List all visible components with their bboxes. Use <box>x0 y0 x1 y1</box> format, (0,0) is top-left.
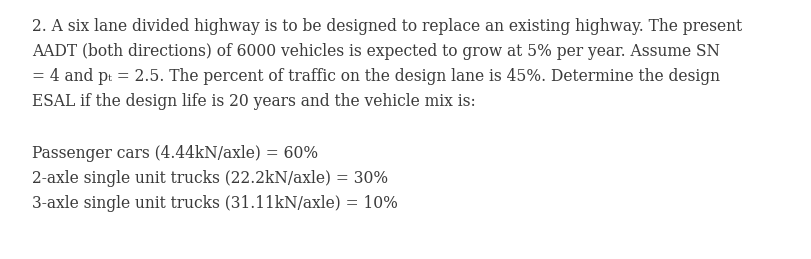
Text: 3-axle single unit trucks (31.11kN/axle) = 10%: 3-axle single unit trucks (31.11kN/axle)… <box>32 195 398 212</box>
Text: 2. A six lane divided highway is to be designed to replace an existing highway. : 2. A six lane divided highway is to be d… <box>32 18 742 35</box>
Text: ESAL if the design life is 20 years and the vehicle mix is:: ESAL if the design life is 20 years and … <box>32 93 476 110</box>
Text: AADT (both directions) of 6000 vehicles is expected to grow at 5% per year. Assu: AADT (both directions) of 6000 vehicles … <box>32 43 720 60</box>
Text: 2-axle single unit trucks (22.2kN/axle) = 30%: 2-axle single unit trucks (22.2kN/axle) … <box>32 170 388 187</box>
Text: = 4 and pₜ = 2.5. The percent of traffic on the design lane is 45%. Determine th: = 4 and pₜ = 2.5. The percent of traffic… <box>32 68 720 85</box>
Text: Passenger cars (4.44kN/axle) = 60%: Passenger cars (4.44kN/axle) = 60% <box>32 145 318 162</box>
